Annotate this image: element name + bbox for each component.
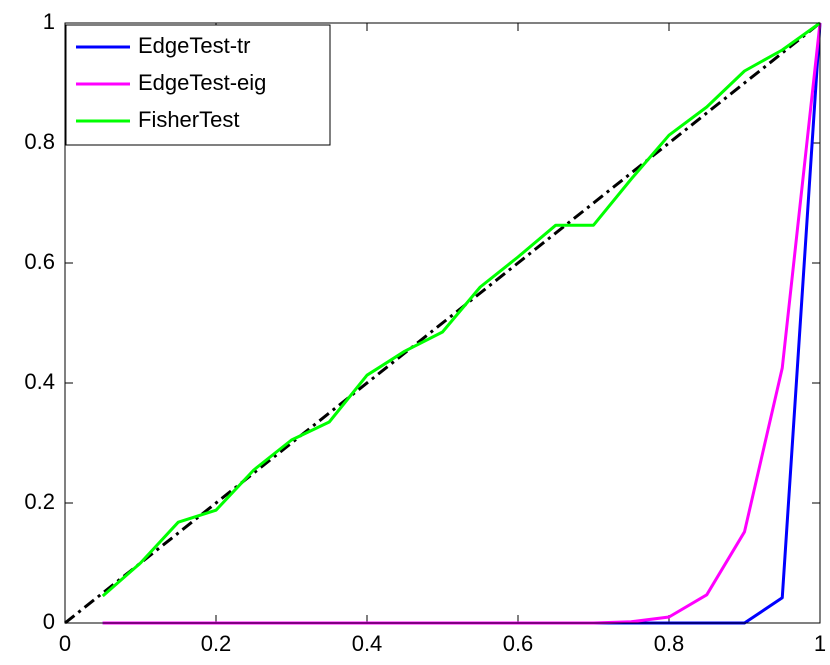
reference-line (64, 21, 821, 625)
y-tick-label: 0.6 (24, 249, 55, 274)
y-tick-label: 0.4 (24, 369, 55, 394)
x-tick-label: 0 (59, 631, 71, 656)
legend-label: FisherTest (138, 107, 239, 132)
legend-label: EdgeTest-tr (138, 33, 251, 58)
legend: EdgeTest-tr EdgeTest-eig FisherTest (65, 24, 331, 146)
y-tick-label: 1 (43, 9, 55, 34)
legend-label: EdgeTest-eig (138, 70, 266, 95)
x-tick-label: 0.2 (201, 631, 232, 656)
y-tick-label: 0.8 (24, 129, 55, 154)
x-tick-label: 1 (814, 631, 826, 656)
y-tick-label: 0 (43, 609, 55, 634)
series-line (101, 21, 821, 598)
y-tick-label: 0.2 (24, 489, 55, 514)
x-tick-label: 0.8 (654, 631, 685, 656)
x-tick-label: 0.4 (352, 631, 383, 656)
axes-frame (64, 22, 821, 624)
x-tick-label: 0.6 (503, 631, 534, 656)
